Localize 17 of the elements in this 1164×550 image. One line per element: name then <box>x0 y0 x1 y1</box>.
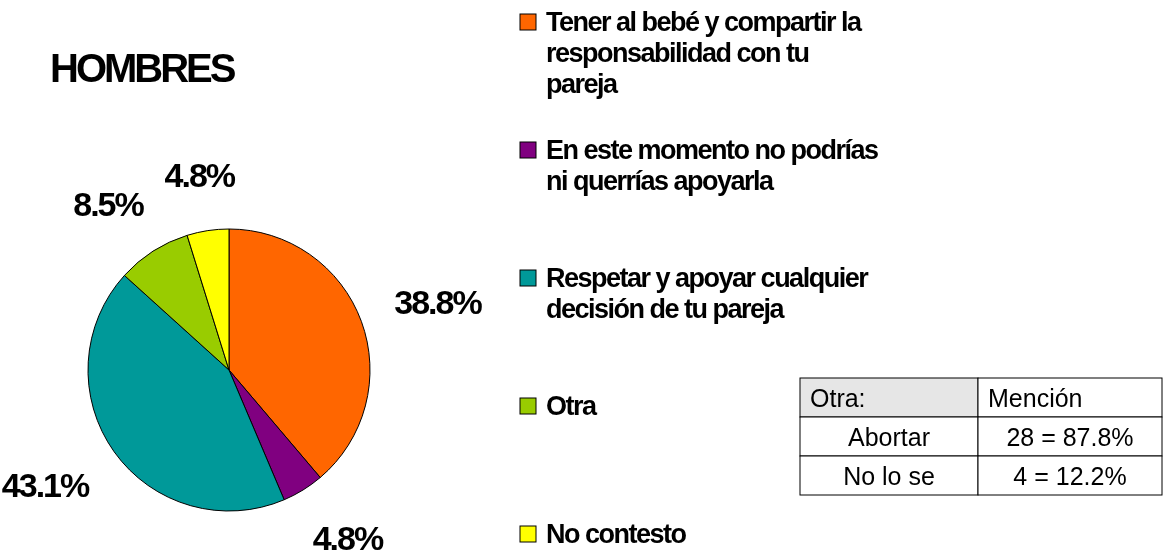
text: HOMBRES <box>50 46 236 90</box>
legend-label: No contesto <box>546 519 687 549</box>
text: Mención <box>988 384 1083 412</box>
data-label: 38.8% <box>394 282 483 321</box>
legend-label: Respetar y apoyar cualquier decisión de tu pareja <box>546 263 870 324</box>
data-label: 43.1% <box>1 465 90 504</box>
legend-label: Tener al bebé y compartir la responsabilidad con tu pareja <box>546 7 864 99</box>
text: 28 = 87.8% <box>1006 423 1134 451</box>
data-label: 8.5% <box>73 184 145 223</box>
text: 4 = 12.2% <box>1013 462 1127 490</box>
legend-label: En este momento no podrías ni querrías apoyarla <box>546 135 879 196</box>
text: Otra: <box>810 384 866 412</box>
text: Abortar <box>848 423 930 451</box>
legend-label: Otra <box>546 391 598 421</box>
text: No lo se <box>843 462 935 490</box>
data-label: 4.8% <box>312 518 384 550</box>
data-label: 4.8% <box>164 155 236 194</box>
